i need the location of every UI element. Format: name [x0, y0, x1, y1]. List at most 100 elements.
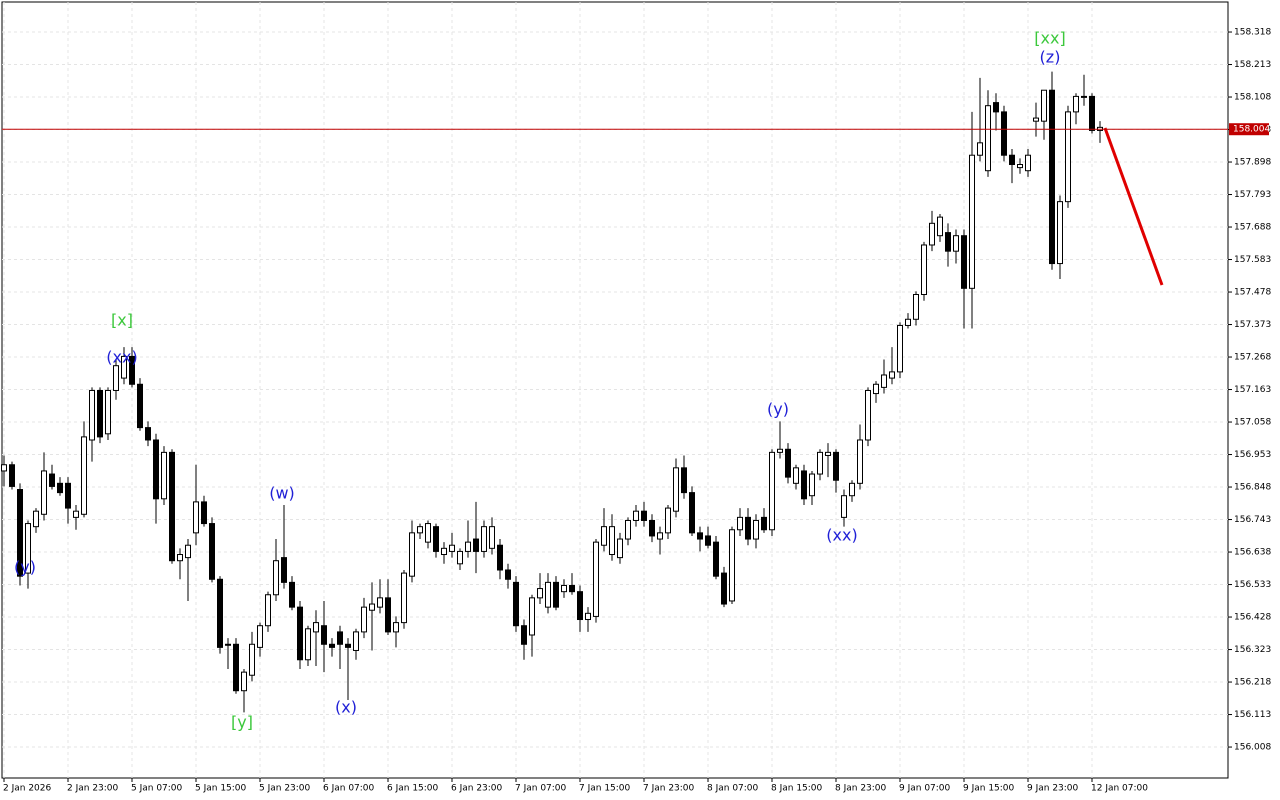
candle-body	[1041, 89, 1047, 122]
candle-body	[1033, 117, 1039, 122]
candle-body	[321, 625, 327, 645]
wave-label: [x]	[111, 311, 133, 330]
candle-body	[609, 526, 615, 556]
candle-body	[329, 643, 335, 648]
candle-body	[873, 383, 879, 395]
candle-body	[473, 538, 479, 552]
candle-body	[777, 448, 783, 453]
candle-body	[273, 560, 279, 596]
candle-body	[57, 482, 63, 494]
candle-body	[81, 436, 87, 515]
candle-body	[737, 516, 743, 531]
x-tick-label: 6 Jan 23:00	[451, 784, 503, 794]
wave-label: (x)	[335, 698, 357, 717]
x-tick-label: 6 Jan 07:00	[323, 784, 375, 794]
candle-body	[137, 383, 143, 429]
x-tick-label: 2 Jan 2026	[3, 784, 51, 794]
candle-body	[225, 643, 231, 646]
candle-body	[521, 625, 527, 645]
candle-body	[953, 235, 959, 252]
y-tick-label: 157.163	[1234, 385, 1271, 395]
candle-body	[841, 495, 847, 518]
candle-body	[377, 597, 383, 608]
grid	[2, 2, 1228, 778]
candle-body	[513, 581, 519, 627]
candle-body	[993, 102, 999, 113]
candle-body	[1009, 154, 1015, 166]
candle-body	[649, 519, 655, 537]
candle-body	[1089, 95, 1095, 131]
candle-body	[537, 588, 543, 599]
y-tick-label: 156.428	[1234, 613, 1271, 623]
candle-body	[449, 544, 455, 552]
wave-label: (z)	[1040, 48, 1061, 67]
candle-body	[577, 591, 583, 621]
candle-body	[969, 154, 975, 289]
candle-body	[833, 451, 839, 481]
candle-body	[721, 572, 727, 605]
candle-body	[305, 628, 311, 661]
candle-body	[681, 467, 687, 494]
candle-body	[553, 581, 559, 608]
candle-body	[961, 235, 967, 289]
candle-body	[809, 473, 815, 497]
candle-body	[1081, 95, 1087, 98]
candle-body	[561, 584, 567, 593]
candle-body	[89, 389, 95, 441]
candle-body	[441, 547, 447, 556]
x-tick-label: 8 Jan 23:00	[835, 784, 887, 794]
y-tick-label: 156.323	[1234, 645, 1271, 655]
y-tick-label: 157.898	[1234, 158, 1271, 168]
candle-body	[889, 371, 895, 379]
candle-body	[185, 544, 191, 559]
candle-body	[209, 523, 215, 580]
candle-body	[401, 572, 407, 624]
y-tick-label: 158.213	[1234, 60, 1271, 70]
candle-body	[625, 519, 631, 540]
candle-body	[929, 222, 935, 246]
y-tick-label: 157.583	[1234, 255, 1271, 265]
x-tick-label: 9 Jan 23:00	[1027, 784, 1079, 794]
candle-body	[169, 451, 175, 562]
candle-body	[297, 606, 303, 661]
candle-body	[177, 554, 183, 562]
candle-body	[17, 489, 23, 577]
wave-label: [y]	[231, 713, 253, 732]
candle-body	[1057, 201, 1063, 265]
candle-body	[689, 492, 695, 534]
candle-body	[49, 473, 55, 487]
candle-body	[569, 584, 575, 593]
candle-body	[217, 578, 223, 648]
candle-body	[761, 516, 767, 531]
wave-label: (y)	[14, 558, 36, 577]
wave-label: [xx]	[1034, 29, 1065, 48]
candle-body	[233, 643, 239, 692]
candle-body	[153, 439, 159, 500]
candle-body	[769, 451, 775, 531]
candle-body	[825, 451, 831, 456]
x-tick-label: 5 Jan 23:00	[259, 784, 311, 794]
candle-body	[281, 557, 287, 583]
candle-body	[1065, 111, 1071, 203]
candle-body	[201, 501, 207, 525]
candles	[1, 71, 1103, 713]
candle-body	[785, 448, 791, 478]
candle-body	[65, 482, 71, 509]
candle-body	[105, 389, 111, 435]
x-tick-label: 7 Jan 07:00	[515, 784, 567, 794]
candle-body	[265, 594, 271, 627]
candle-body	[601, 526, 607, 546]
candle-body	[897, 324, 903, 373]
candle-body	[33, 510, 39, 528]
candle-body	[849, 482, 855, 497]
wave-label: (xx)	[106, 348, 137, 367]
x-tick-label: 9 Jan 07:00	[899, 784, 951, 794]
wave-label: (y)	[767, 400, 789, 419]
wave-label: (w)	[269, 484, 295, 503]
x-tick-label: 12 Jan 07:00	[1091, 784, 1148, 794]
candle-body	[97, 389, 103, 438]
candle-body	[113, 365, 119, 391]
y-tick-label: 157.478	[1234, 288, 1271, 298]
y-tick-label: 157.793	[1234, 190, 1271, 200]
